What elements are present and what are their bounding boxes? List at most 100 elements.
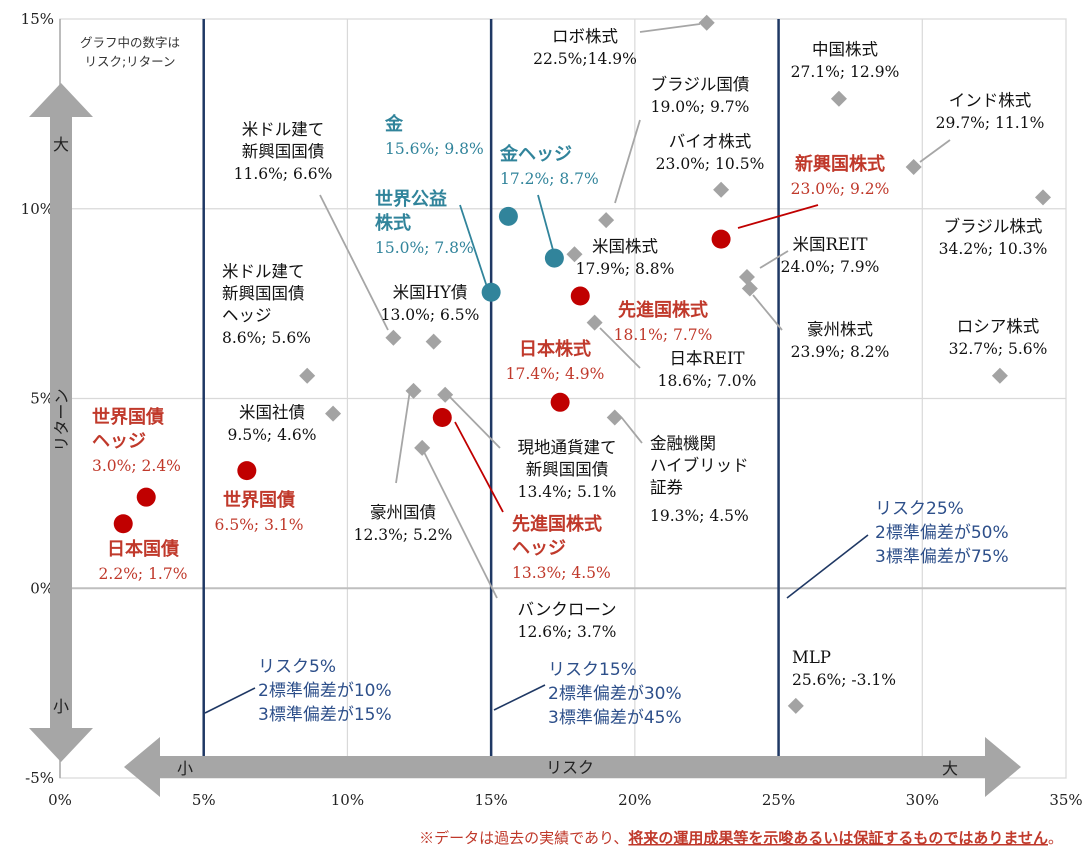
leader-line	[537, 194, 554, 251]
leader-line	[444, 391, 501, 449]
point-name-label: 世界公益	[375, 188, 447, 210]
x-tick-label: 25%	[762, 791, 795, 809]
point-marker	[385, 329, 402, 346]
point-value-label: 23.0%; 10.5%	[656, 155, 765, 173]
point-marker	[741, 280, 758, 297]
disclaimer-end: 。	[1048, 829, 1063, 847]
point-marker	[830, 90, 847, 107]
risk-annotation: 2標準偏差が50%	[875, 523, 1009, 543]
point-name-label: 証券	[650, 478, 684, 497]
point-value-label: 17.9%; 8.8%	[576, 260, 675, 278]
point-value-label: 13.3%; 4.5%	[512, 564, 611, 582]
return-large-label: 大	[53, 135, 69, 154]
disclaimer-normal: ※データは過去の実績であり、	[419, 829, 628, 847]
point-value-label: 24.0%; 7.9%	[781, 258, 880, 276]
point-value-label: 22.5%;14.9%	[533, 50, 637, 68]
point-name-label: 日本国債	[107, 538, 179, 560]
x-tick-label: 15%	[474, 791, 507, 809]
point-marker	[606, 409, 623, 426]
x-axis-label: リスク	[546, 758, 594, 777]
point-name-label: 豪州国債	[370, 502, 436, 522]
point-marker	[405, 382, 422, 399]
point-name-label: 金	[384, 113, 404, 135]
point-value-label: 15.0%; 7.8%	[375, 239, 474, 257]
point-value-label: 6.5%; 3.1%	[215, 516, 304, 534]
return-axis-arrow	[29, 83, 93, 762]
y-axis-label: リターン	[52, 388, 71, 451]
leader-line	[395, 389, 411, 484]
point-name-label: 現地通貨建て	[518, 438, 617, 457]
point-name-label: バイオ株式	[669, 132, 752, 151]
y-tick-label: 15%	[21, 10, 54, 28]
leader-line	[639, 23, 701, 33]
point-marker	[432, 407, 452, 427]
point-name-label: MLP	[792, 648, 831, 667]
leader-line	[919, 139, 951, 163]
point-name-label: 米国社債	[239, 403, 305, 422]
point-name-label: 株式	[375, 212, 411, 234]
point-value-label: 13.0%; 6.5%	[381, 306, 480, 324]
x-tick-label: 30%	[906, 791, 939, 809]
point-value-label: 8.6%; 5.6%	[222, 329, 311, 347]
point-value-label: 11.6%; 6.6%	[234, 165, 333, 183]
point-name-label: 日本株式	[519, 338, 591, 360]
point-value-label: 13.4%; 5.1%	[518, 483, 617, 501]
y-tick-label: 5%	[30, 390, 54, 408]
point-name-label: 金ヘッジ	[499, 143, 572, 165]
point-marker	[713, 181, 730, 198]
point-marker	[136, 487, 156, 507]
point-value-label: 29.7%; 11.1%	[936, 114, 1045, 132]
point-name-label: 米ドル建て	[222, 262, 305, 281]
point-name-label: ヘッジ	[222, 306, 272, 325]
point-marker	[698, 14, 715, 31]
x-tick-label: 0%	[48, 791, 72, 809]
risk-axis-arrow	[124, 737, 1021, 797]
risk-annotation: 3標準偏差が45%	[548, 708, 682, 728]
point-marker	[1035, 189, 1052, 206]
leader-line	[737, 204, 819, 229]
point-name-label: ロボ株式	[552, 27, 618, 46]
x-tick-label: 5%	[192, 791, 216, 809]
x-tick-label: 10%	[331, 791, 364, 809]
leader-line	[621, 417, 643, 444]
point-name-label: 世界国債	[92, 406, 164, 428]
risk-large-label: 大	[942, 759, 958, 778]
point-marker	[787, 697, 804, 714]
y-tick-label: 0%	[30, 579, 54, 597]
point-value-label: 18.6%; 7.0%	[658, 372, 757, 390]
point-marker	[598, 212, 615, 229]
point-name-label: インド株式	[949, 91, 1032, 110]
risk-small-label: 小	[177, 759, 193, 778]
point-value-label: 23.0%; 9.2%	[791, 180, 890, 198]
point-value-label: 2.2%; 1.7%	[99, 565, 188, 583]
point-marker	[544, 248, 564, 268]
point-value-label: 18.1%; 7.7%	[614, 326, 713, 344]
leader-line	[752, 294, 783, 331]
leader-line	[599, 327, 641, 369]
point-value-label: 23.9%; 8.2%	[791, 343, 890, 361]
disclaimer-emphasis: 将来の運用成果等を示唆あるいは保証するものではありません	[628, 829, 1048, 847]
point-value-label: 27.1%; 12.9%	[791, 63, 900, 81]
point-value-label: 25.6%; -3.1%	[792, 671, 896, 689]
risk-annotation: 3標準偏差が75%	[875, 547, 1009, 567]
point-name-label: 米国HY債	[393, 283, 468, 302]
point-marker	[570, 286, 590, 306]
leader-line	[759, 250, 789, 269]
leader-line	[454, 421, 504, 513]
point-marker	[905, 159, 922, 176]
leader-line	[459, 204, 488, 288]
point-marker	[738, 269, 755, 286]
point-name-label: バンクローン	[518, 600, 617, 619]
point-marker	[237, 461, 257, 481]
point-marker	[711, 229, 731, 249]
point-name-label: 先進国株式	[512, 513, 602, 535]
leader-line	[421, 447, 498, 599]
point-marker	[325, 405, 342, 422]
point-name-label: 豪州株式	[807, 319, 873, 339]
point-name-label: 中国株式	[812, 40, 878, 59]
risk-annotation: リスク25%	[875, 499, 964, 519]
point-marker	[498, 206, 518, 226]
risk-annotation: リスク15%	[548, 660, 637, 680]
return-small-label: 小	[53, 697, 69, 716]
